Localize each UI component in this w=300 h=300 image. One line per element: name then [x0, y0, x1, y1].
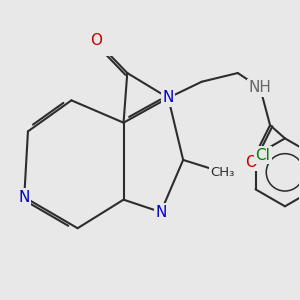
- Text: N: N: [163, 90, 174, 105]
- Text: NH: NH: [249, 80, 272, 95]
- Text: N: N: [19, 190, 30, 205]
- Text: O: O: [245, 155, 257, 170]
- Text: O: O: [90, 33, 102, 48]
- Text: CH₃: CH₃: [211, 166, 235, 179]
- Text: Cl: Cl: [255, 148, 270, 163]
- Text: N: N: [155, 205, 166, 220]
